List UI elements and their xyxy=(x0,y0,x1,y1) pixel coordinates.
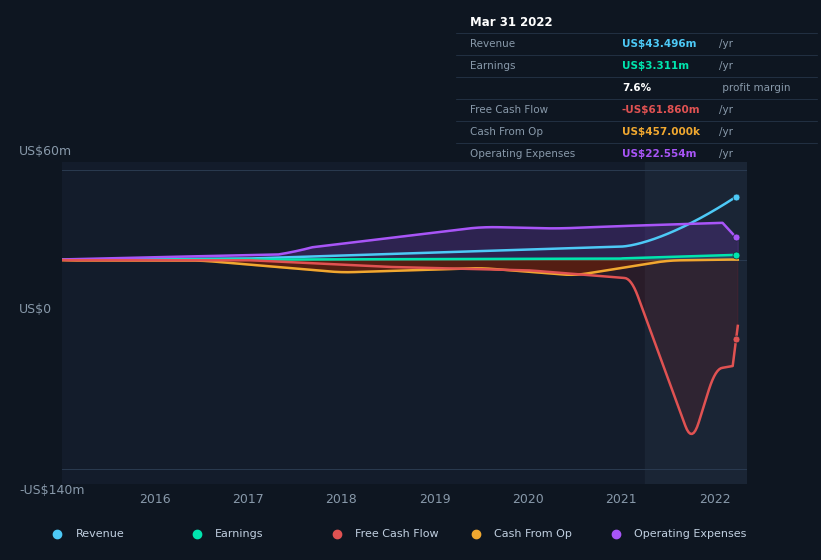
Text: US$22.554m: US$22.554m xyxy=(621,149,696,159)
Text: US$0: US$0 xyxy=(19,304,53,316)
Text: 7.6%: 7.6% xyxy=(621,83,651,93)
Text: Revenue: Revenue xyxy=(470,39,516,49)
Text: -US$61.860m: -US$61.860m xyxy=(621,105,700,115)
Text: Earnings: Earnings xyxy=(470,61,516,71)
Text: Free Cash Flow: Free Cash Flow xyxy=(470,105,548,115)
Text: US$60m: US$60m xyxy=(19,144,72,158)
Text: /yr: /yr xyxy=(719,127,733,137)
Text: Cash From Op: Cash From Op xyxy=(494,529,572,539)
Text: /yr: /yr xyxy=(719,105,733,115)
Text: Free Cash Flow: Free Cash Flow xyxy=(355,529,438,539)
Text: -US$140m: -US$140m xyxy=(19,484,85,497)
Text: /yr: /yr xyxy=(719,39,733,49)
Text: Earnings: Earnings xyxy=(215,529,264,539)
Text: profit margin: profit margin xyxy=(719,83,791,93)
Text: Operating Expenses: Operating Expenses xyxy=(634,529,746,539)
Text: US$43.496m: US$43.496m xyxy=(621,39,696,49)
Text: US$457.000k: US$457.000k xyxy=(621,127,699,137)
Text: /yr: /yr xyxy=(719,149,733,159)
Text: Operating Expenses: Operating Expenses xyxy=(470,149,576,159)
Text: US$3.311m: US$3.311m xyxy=(621,61,689,71)
Text: Revenue: Revenue xyxy=(76,529,124,539)
Text: Cash From Op: Cash From Op xyxy=(470,127,544,137)
Text: Mar 31 2022: Mar 31 2022 xyxy=(470,16,553,29)
Text: /yr: /yr xyxy=(719,61,733,71)
Bar xyxy=(644,162,747,484)
